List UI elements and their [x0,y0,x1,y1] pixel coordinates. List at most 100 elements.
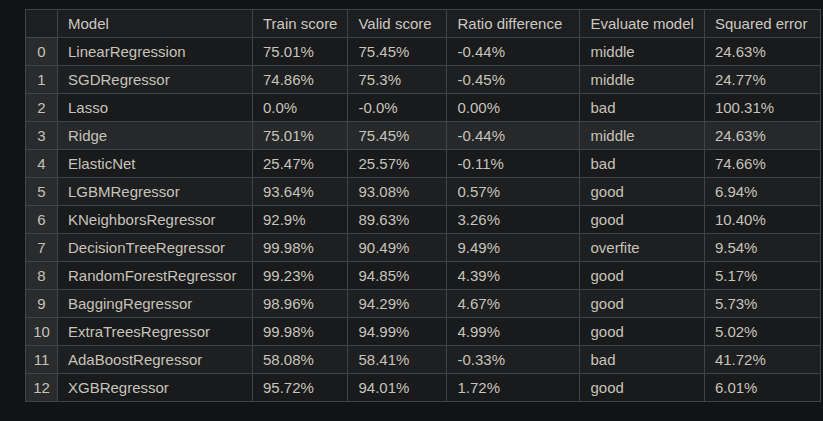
dataframe-output: ModelTrain scoreValid scoreRatio differe… [25,9,821,402]
table-row: 1SGDRegressor74.86%75.3%-0.45%middle24.7… [26,66,821,94]
cell-model: LGBMRegressor [58,178,253,206]
cell-squared-error: 24.63% [704,122,820,150]
table-row: 8RandomForestRegressor99.23%94.85%4.39%g… [26,262,821,290]
table-row: 6KNeighborsRegressor92.9%89.63%3.26%good… [26,206,821,234]
cell-ratio-difference: 1.72% [447,374,580,402]
cell-squared-error: 5.73% [704,290,820,318]
cell-train-score: 92.9% [253,206,348,234]
cell-squared-error: 9.54% [704,234,820,262]
cell-evaluate-model: bad [580,346,704,374]
cell-evaluate-model: good [580,374,704,402]
cell-evaluate-model: good [580,178,704,206]
row-index: 12 [26,374,58,402]
cell-valid-score: 94.85% [348,262,447,290]
cell-evaluate-model: good [580,206,704,234]
table-row: 5LGBMRegressor93.64%93.08%0.57%good6.94% [26,178,821,206]
cell-train-score: 99.23% [253,262,348,290]
cell-model: SGDRegressor [58,66,253,94]
cell-ratio-difference: -0.33% [447,346,580,374]
cell-evaluate-model: middle [580,38,704,66]
cell-model: RandomForestRegressor [58,262,253,290]
cell-model: BaggingRegressor [58,290,253,318]
cell-ratio-difference: 4.99% [447,318,580,346]
cell-train-score: 95.72% [253,374,348,402]
row-index: 4 [26,150,58,178]
cell-evaluate-model: good [580,262,704,290]
cell-model: AdaBoostRegressor [58,346,253,374]
table-header-row: ModelTrain scoreValid scoreRatio differe… [26,10,821,38]
cell-train-score: 99.98% [253,318,348,346]
table-row: 2Lasso0.0%-0.0%0.00%bad100.31% [26,94,821,122]
cell-train-score: 99.98% [253,234,348,262]
cell-squared-error: 100.31% [704,94,820,122]
cell-ratio-difference: 4.39% [447,262,580,290]
table-row: 9BaggingRegressor98.96%94.29%4.67%good5.… [26,290,821,318]
row-index: 1 [26,66,58,94]
cell-evaluate-model: middle [580,66,704,94]
row-index: 6 [26,206,58,234]
column-header-index [26,10,58,38]
table-row: 10ExtraTreesRegressor99.98%94.99%4.99%go… [26,318,821,346]
cell-model: XGBRegressor [58,374,253,402]
cell-ratio-difference: -0.44% [447,38,580,66]
row-index: 0 [26,38,58,66]
cell-model: Lasso [58,94,253,122]
cell-squared-error: 10.40% [704,206,820,234]
cell-model: LinearRegression [58,38,253,66]
column-header-ratio-difference: Ratio difference [447,10,580,38]
cell-valid-score: 75.45% [348,38,447,66]
column-header-evaluate-model: Evaluate model [580,10,704,38]
row-index: 3 [26,122,58,150]
cell-train-score: 93.64% [253,178,348,206]
cell-ratio-difference: -0.45% [447,66,580,94]
cell-train-score: 58.08% [253,346,348,374]
cell-squared-error: 24.77% [704,66,820,94]
cell-evaluate-model: middle [580,122,704,150]
row-index: 5 [26,178,58,206]
cell-valid-score: 94.99% [348,318,447,346]
cell-evaluate-model: good [580,290,704,318]
row-index: 7 [26,234,58,262]
cell-valid-score: 89.63% [348,206,447,234]
cell-ratio-difference: 0.00% [447,94,580,122]
cell-evaluate-model: good [580,318,704,346]
cell-squared-error: 6.01% [704,374,820,402]
cell-train-score: 75.01% [253,38,348,66]
table-row: 4ElasticNet25.47%25.57%-0.11%bad74.66% [26,150,821,178]
cell-valid-score: 90.49% [348,234,447,262]
cell-model: ElasticNet [58,150,253,178]
cell-valid-score: 75.3% [348,66,447,94]
cell-squared-error: 5.02% [704,318,820,346]
cell-squared-error: 24.63% [704,38,820,66]
table-body: 0LinearRegression75.01%75.45%-0.44%middl… [26,38,821,402]
cell-squared-error: 5.17% [704,262,820,290]
table-row: 7DecisionTreeRegressor99.98%90.49%9.49%o… [26,234,821,262]
cell-ratio-difference: 3.26% [447,206,580,234]
cell-model: ExtraTreesRegressor [58,318,253,346]
table-row: 11AdaBoostRegressor58.08%58.41%-0.33%bad… [26,346,821,374]
row-index: 2 [26,94,58,122]
cell-valid-score: -0.0% [348,94,447,122]
cell-evaluate-model: bad [580,94,704,122]
cell-train-score: 25.47% [253,150,348,178]
row-index: 11 [26,346,58,374]
cell-valid-score: 25.57% [348,150,447,178]
cell-ratio-difference: 4.67% [447,290,580,318]
cell-valid-score: 58.41% [348,346,447,374]
column-header-train-score: Train score [253,10,348,38]
column-header-valid-score: Valid score [348,10,447,38]
cell-ratio-difference: 9.49% [447,234,580,262]
column-header-model: Model [58,10,253,38]
column-header-squared-error: Squared error [704,10,820,38]
row-index: 10 [26,318,58,346]
cell-train-score: 98.96% [253,290,348,318]
cell-valid-score: 75.45% [348,122,447,150]
table-row: 3Ridge75.01%75.45%-0.44%middle24.63% [26,122,821,150]
cell-squared-error: 6.94% [704,178,820,206]
model-comparison-table: ModelTrain scoreValid scoreRatio differe… [25,9,821,402]
row-index: 8 [26,262,58,290]
cell-valid-score: 93.08% [348,178,447,206]
cell-model: Ridge [58,122,253,150]
cell-train-score: 0.0% [253,94,348,122]
cell-squared-error: 74.66% [704,150,820,178]
